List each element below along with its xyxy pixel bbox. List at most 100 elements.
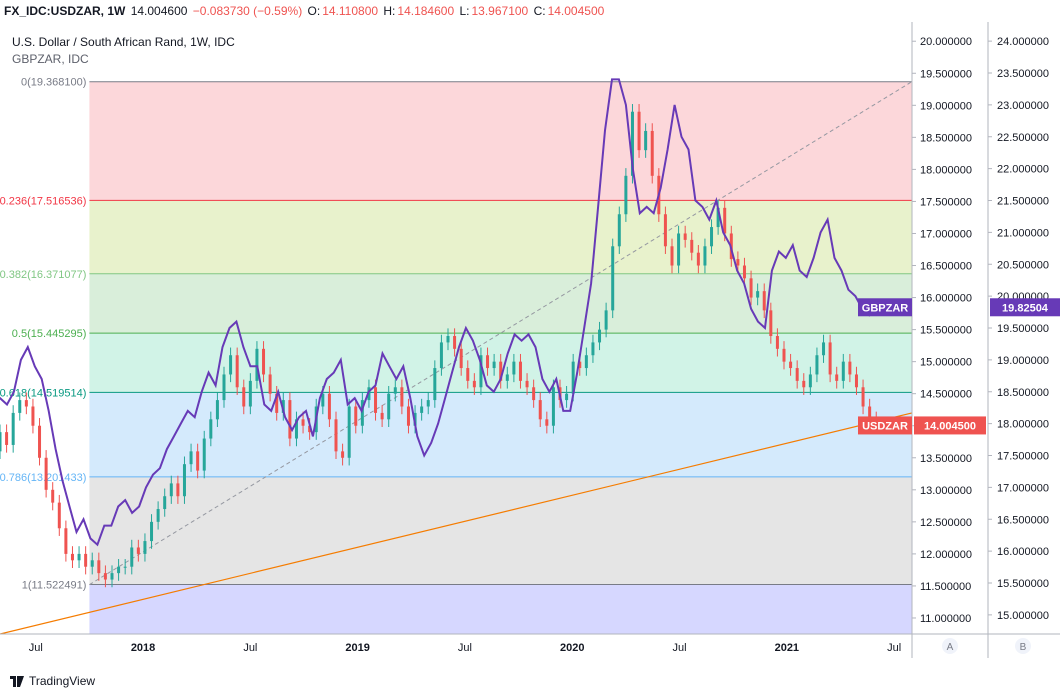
axis-b-tick-label: 16.500000	[997, 514, 1049, 526]
fib-level-label: 0.5(15.445295)	[12, 328, 87, 340]
candle-body	[742, 265, 746, 279]
axis-a-tick-label: 17.000000	[920, 228, 972, 240]
candle-body	[18, 400, 22, 413]
axis-a-tick-label: 18.500000	[920, 132, 972, 144]
gbpzar-series-tag	[858, 298, 912, 317]
legend-main-series[interactable]: U.S. Dollar / South African Rand, 1W, ID…	[12, 35, 235, 49]
tradingview-logo[interactable]: TradingView	[10, 674, 95, 688]
candle-body	[861, 387, 865, 407]
axis-b-tick-label: 18.000000	[997, 419, 1049, 431]
low-label: L:	[459, 4, 470, 18]
axis-b-tick-label: 19.500000	[997, 323, 1049, 335]
candle-body	[354, 406, 358, 426]
candle-body	[703, 246, 707, 266]
fib-level-label: 0.618(14.519514)	[0, 387, 86, 399]
time-axis-label: Jul	[672, 642, 686, 654]
candle-body	[650, 130, 654, 176]
candle-body	[492, 361, 496, 369]
footer: TradingView	[0, 667, 1060, 693]
candle-body	[782, 348, 786, 362]
legend-compare-series[interactable]: GBPZAR, IDC	[12, 52, 89, 66]
fib-level-label: 0.382(16.371077)	[0, 269, 86, 281]
candle-body	[294, 419, 298, 439]
candle-body	[459, 348, 463, 369]
candle-body	[248, 380, 252, 407]
candle-body	[347, 406, 351, 458]
candle-body	[334, 419, 338, 452]
candle-body	[775, 336, 779, 349]
candle-body	[182, 464, 186, 497]
candle-body	[795, 368, 799, 381]
axis-b-tick-label: 17.500000	[997, 451, 1049, 463]
candle-body	[756, 291, 760, 298]
candle-body	[499, 361, 503, 381]
candle-body	[584, 355, 588, 369]
candle-body	[136, 547, 140, 554]
close-value: 14.004500	[547, 4, 605, 18]
candle-body	[156, 509, 160, 522]
candle-body	[868, 406, 872, 420]
axis-a-tick-label: 13.500000	[920, 453, 972, 465]
symbol-name[interactable]: FX_IDC:USDZAR, 1W	[4, 4, 126, 18]
candle-body	[341, 451, 345, 458]
candle-body	[598, 329, 602, 343]
candle-body	[130, 547, 134, 567]
gbpzar-price-tag	[990, 298, 1060, 317]
axis-b-tick-label: 16.000000	[997, 546, 1049, 558]
candle-body	[518, 361, 522, 381]
candle-body	[538, 400, 542, 420]
candle-body	[762, 291, 766, 311]
candle-body	[690, 239, 694, 253]
fib-level-label: 0(19.368100)	[21, 77, 86, 89]
candle-body	[624, 175, 628, 215]
axis-b-tick-label: 20.500000	[997, 259, 1049, 271]
axis-b-tick-label: 23.000000	[997, 100, 1049, 112]
candle-body	[663, 214, 667, 247]
fib-zone	[89, 273, 913, 334]
axis-b-tick-label: 15.500000	[997, 578, 1049, 590]
gbpzar-price-tag-value: 19.82504	[1002, 302, 1049, 314]
axis-a-tick-label: 20.000000	[920, 36, 972, 48]
candle-body	[578, 361, 582, 369]
axis-b-tick-label: 18.500000	[997, 387, 1049, 399]
candle-body	[723, 207, 727, 234]
axis-a-button[interactable]	[942, 638, 958, 654]
axis-b-tick-label: 21.500000	[997, 196, 1049, 208]
open-label: O:	[307, 4, 321, 18]
candle-body	[84, 553, 88, 567]
usdzar-series-tag	[858, 416, 912, 435]
axis-a-tick-label: 15.500000	[920, 325, 972, 337]
candle-body	[565, 393, 569, 401]
fib-level-label: 0.236(17.516536)	[0, 195, 86, 207]
candle-body	[433, 368, 437, 401]
candle-body	[169, 483, 173, 497]
candle-body	[736, 259, 740, 266]
high-label: H:	[383, 4, 396, 18]
brand-name: TradingView	[29, 674, 96, 688]
candle-body	[229, 355, 233, 375]
candle-body	[51, 489, 55, 503]
candle-body	[209, 419, 213, 439]
time-axis-label: 2019	[345, 642, 369, 654]
candle-body	[11, 412, 15, 445]
candle-body	[97, 560, 101, 574]
axis-b-button[interactable]	[1015, 638, 1031, 654]
candle-body	[387, 393, 391, 420]
fib-zone	[89, 200, 913, 274]
time-axis-label: Jul	[243, 642, 257, 654]
candle-body	[841, 361, 845, 381]
candle-body	[117, 566, 121, 574]
candle-body	[400, 387, 404, 407]
candle-body	[479, 355, 483, 388]
fib-zone	[89, 584, 913, 634]
candle-body	[617, 214, 621, 247]
candle-body	[716, 207, 720, 228]
candle-body	[103, 573, 107, 580]
candle-body	[571, 361, 575, 394]
price-chart[interactable]: 0(19.368100) 0.236(17.516536) 0.382(16.371…	[0, 22, 1060, 667]
candle-body	[828, 342, 832, 375]
candle-body	[406, 406, 410, 426]
candle-body	[143, 541, 147, 554]
low-value: 13.967100	[471, 4, 529, 18]
candle-body	[854, 374, 858, 388]
